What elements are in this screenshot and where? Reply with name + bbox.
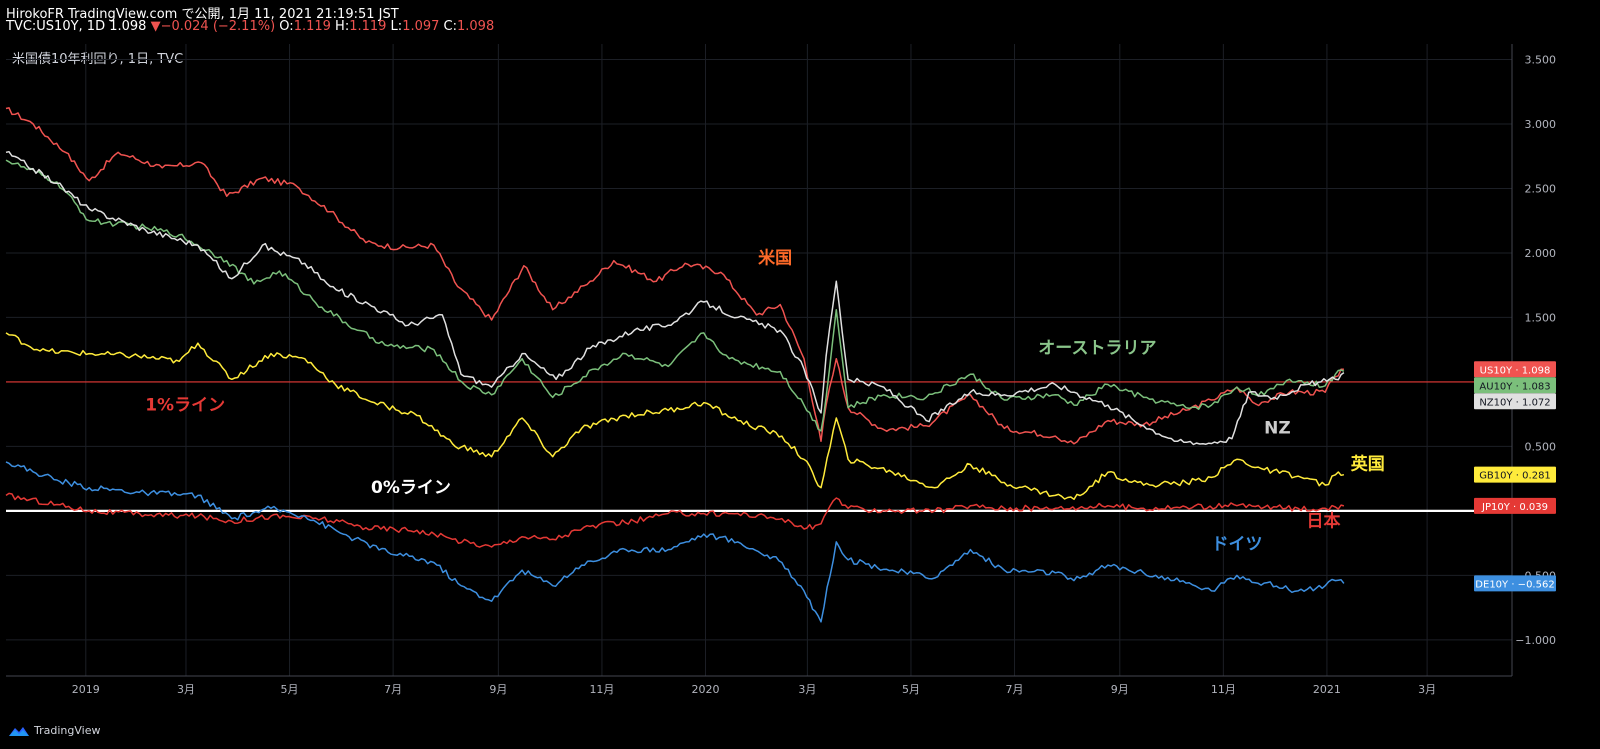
series-line-au10y [5,159,1345,432]
y-tick-label: 3.000 [1525,118,1557,131]
annotation-label: 米国 [758,247,792,268]
annotation-label: 日本 [1307,510,1341,531]
reference-lines [6,381,1512,513]
brand-label: TradingView [34,724,101,737]
series-line-jp10y [5,492,1345,548]
tag-label: GB10Y · 0.281 [1479,471,1551,482]
y-tick-label: 2.000 [1525,247,1557,260]
x-tick-label: 9月 [1111,683,1129,696]
series-line-nz10y [5,150,1345,446]
annotation-label: 0%ライン [371,478,451,498]
y-tick-label: 3.500 [1525,53,1557,66]
last-value-tags: US10Y · 1.098 AU10Y · 1.083 NZ10Y · 1.072 G… [1474,361,1556,592]
x-tick-label: 3月 [177,683,195,696]
x-tick-label: 7月 [1006,683,1024,696]
symbol-label: TVC:US10Y, 1D 1.098 [6,19,147,34]
tag-label: NZ10Y · 1.072 [1479,397,1550,408]
low-value: 1.097 [402,19,440,34]
series-lines [5,107,1345,623]
x-tick-label: 3月 [1418,683,1436,696]
tradingview-brand[interactable]: TradingView [8,724,100,737]
open-value: 1.119 [293,19,331,34]
x-tick-label: 11月 [589,683,614,696]
annotation-label: 1%ライン [145,395,225,415]
change-value: ▼−0.024 (−2.11%) [150,19,276,34]
x-tick-label: 2019 [72,683,100,696]
annotation-label: オーストラリア [1038,339,1156,359]
close-value: 1.098 [457,19,495,34]
annotation-label: 英国 [1351,454,1385,475]
x-tick-label: 3月 [798,683,816,696]
x-tick-label: 11月 [1211,683,1236,696]
x-tick-label: 5月 [281,683,299,696]
x-tick-label: 2020 [692,683,720,696]
x-tick-label: 9月 [489,683,507,696]
tag-label: US10Y · 1.098 [1480,365,1551,376]
tag-gb10y [1474,466,1556,483]
annotation-label: ドイツ [1211,535,1262,555]
ohlc-legend: TVC:US10Y, 1D 1.098 ▼−0.024 (−2.11%) O:1… [6,19,495,34]
tag-label: AU10Y · 1.083 [1479,381,1550,392]
tag-us10y [1474,361,1556,378]
tag-label: JP10Y · 0.039 [1481,502,1548,513]
tag-nz10y [1474,393,1556,410]
series-line-us10y [5,107,1344,445]
tradingview-logo-icon [9,726,29,736]
tag-label: DE10Y · −0.562 [1475,579,1554,590]
grid-lines [6,44,1512,676]
annotation-label: NZ [1264,419,1291,439]
y-tick-label: −1.000 [1515,634,1556,647]
x-tick-label: 2021 [1313,683,1341,696]
y-tick-label: 1.500 [1525,311,1557,324]
tag-au10y [1474,377,1556,394]
high-value: 1.119 [349,19,387,34]
series-line-de10y [5,461,1345,623]
x-tick-label: 5月 [902,683,920,696]
tag-de10y [1474,575,1556,592]
publish-info: HirokoFR TradingView.com で公開, 1月 11, 202… [6,7,399,22]
tag-jp10y [1474,497,1556,514]
y-tick-label: 2.500 [1525,182,1557,195]
series-line-gb10y [5,332,1345,501]
x-axis: 2019 3月 5月 7月 9月 11月 2020 3月 5月 7月 9月 11月 2021 3月 [6,675,1512,696]
x-tick-label: 7月 [384,683,402,696]
y-tick-label: 0.500 [1525,440,1557,453]
